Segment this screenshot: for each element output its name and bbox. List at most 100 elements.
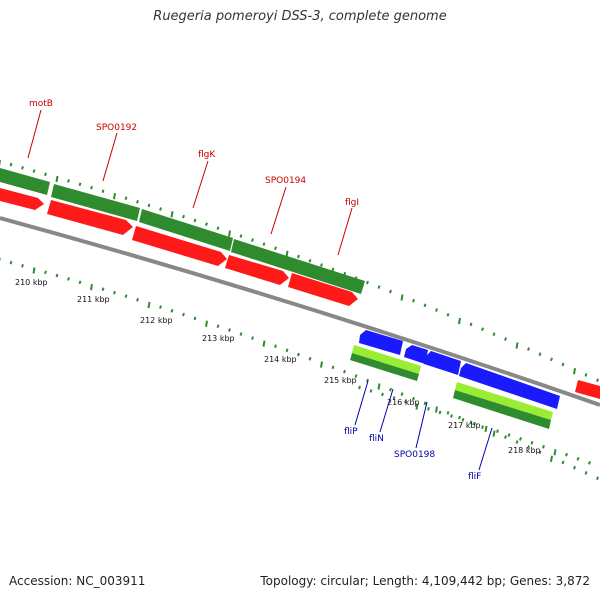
minor-tick [366, 378, 369, 383]
scale-label: 212 kbp [140, 316, 173, 325]
minor-tick [228, 328, 231, 332]
accession-label: Accession: NC_003911 [9, 574, 146, 588]
minor-tick [297, 254, 300, 259]
minor-tick [170, 309, 174, 313]
scale-tick-row [0, 258, 599, 480]
leader-line [337, 207, 353, 256]
gene-arrow-SPO0194[interactable] [225, 255, 289, 285]
minor-tick [21, 263, 24, 268]
minor-tick [392, 396, 396, 400]
minor-tick [427, 406, 430, 411]
outer-tick-row [0, 160, 599, 382]
minor-tick [239, 234, 243, 238]
minor-tick [412, 396, 415, 401]
minor-tick [504, 435, 507, 439]
major-tick [550, 455, 553, 462]
minor-tick [412, 298, 415, 303]
major-tick [484, 425, 488, 433]
minor-tick [308, 356, 312, 361]
minor-tick [343, 369, 346, 374]
minor-tick [550, 357, 553, 362]
minor-tick [124, 196, 128, 201]
gene-label-SPO0198[interactable]: SPO0198 [394, 450, 435, 460]
minor-tick [504, 337, 507, 341]
gene-label-fliP[interactable]: fliP [344, 427, 358, 437]
leader-line [102, 132, 118, 182]
minor-tick [331, 267, 335, 272]
cds-bar[interactable] [231, 239, 365, 294]
minor-tick [446, 312, 450, 317]
minor-tick [450, 414, 453, 418]
gene-label-flgK[interactable]: flgK [198, 150, 216, 160]
minor-tick [262, 242, 266, 246]
major-tick [377, 383, 381, 390]
cds-bar[interactable] [455, 382, 553, 420]
gene-arrow-flgI[interactable] [288, 273, 358, 306]
cds-bar[interactable] [352, 345, 421, 374]
leader-line [379, 388, 394, 433]
cds-bar[interactable] [51, 184, 140, 221]
gene-arrow-SPO0198[interactable] [424, 351, 461, 375]
gene-arrow-SPO0192[interactable] [47, 200, 133, 235]
cds-bar[interactable] [453, 390, 551, 429]
minor-tick [561, 362, 565, 367]
minor-tick [90, 185, 93, 190]
minor-tick [101, 189, 105, 193]
forward-cds-track [0, 168, 365, 294]
gene-arrow-fliP[interactable] [359, 330, 403, 355]
gene-arrow-fliF[interactable] [459, 363, 560, 409]
major-tick [515, 342, 519, 349]
minor-tick [205, 222, 208, 227]
gene-label-flgI[interactable]: flgI [345, 198, 359, 208]
minor-tick [561, 460, 565, 465]
minor-tick [584, 373, 588, 377]
gene-label-motB[interactable]: motB [29, 99, 53, 109]
minor-tick [159, 305, 162, 309]
minor-tick [216, 226, 220, 230]
minor-tick [389, 387, 392, 392]
minor-tick [596, 476, 599, 480]
reverse-gene-labels: fliP fliN SPO0198 fliF [344, 380, 493, 482]
minor-tick [182, 312, 185, 317]
major-tick [320, 361, 323, 368]
minor-tick [496, 429, 499, 434]
cds-bar[interactable] [139, 209, 233, 251]
minor-tick [308, 258, 312, 263]
minor-tick [423, 401, 427, 406]
lower-tick-row [358, 385, 591, 465]
minor-tick [438, 410, 442, 415]
minor-tick [113, 290, 116, 295]
minor-tick [576, 456, 580, 461]
minor-tick [469, 322, 473, 327]
major-tick [113, 193, 116, 200]
cds-bar[interactable] [0, 168, 50, 195]
minor-tick [67, 179, 70, 183]
minor-tick [473, 421, 476, 426]
gene-arrow-flgK[interactable] [132, 226, 227, 266]
gene-arrow-next[interactable] [575, 380, 600, 399]
minor-tick [596, 378, 599, 382]
leader-line [415, 401, 428, 449]
minor-tick [527, 445, 530, 449]
major-tick [573, 367, 576, 375]
major-tick [458, 317, 461, 325]
gene-label-SPO0194[interactable]: SPO0194 [265, 176, 306, 186]
forward-gene-track [0, 188, 600, 399]
minor-tick [519, 437, 522, 441]
minor-tick [515, 440, 519, 444]
gene-label-fliF[interactable]: fliF [468, 472, 481, 482]
gene-arrow-motB[interactable] [0, 188, 44, 210]
leader-line [354, 380, 369, 426]
minor-tick [285, 348, 289, 353]
gene-arrow-fliN[interactable] [404, 345, 428, 364]
minor-tick [331, 365, 335, 370]
reverse-gene-track [359, 330, 560, 409]
minor-tick [159, 207, 162, 211]
gene-label-SPO0192[interactable]: SPO0192 [96, 123, 137, 133]
major-tick [492, 430, 496, 437]
cds-bar[interactable] [350, 353, 419, 381]
minor-tick [369, 389, 373, 393]
major-tick [435, 406, 438, 413]
major-tick [170, 211, 174, 218]
gene-label-fliN[interactable]: fliN [369, 434, 384, 444]
